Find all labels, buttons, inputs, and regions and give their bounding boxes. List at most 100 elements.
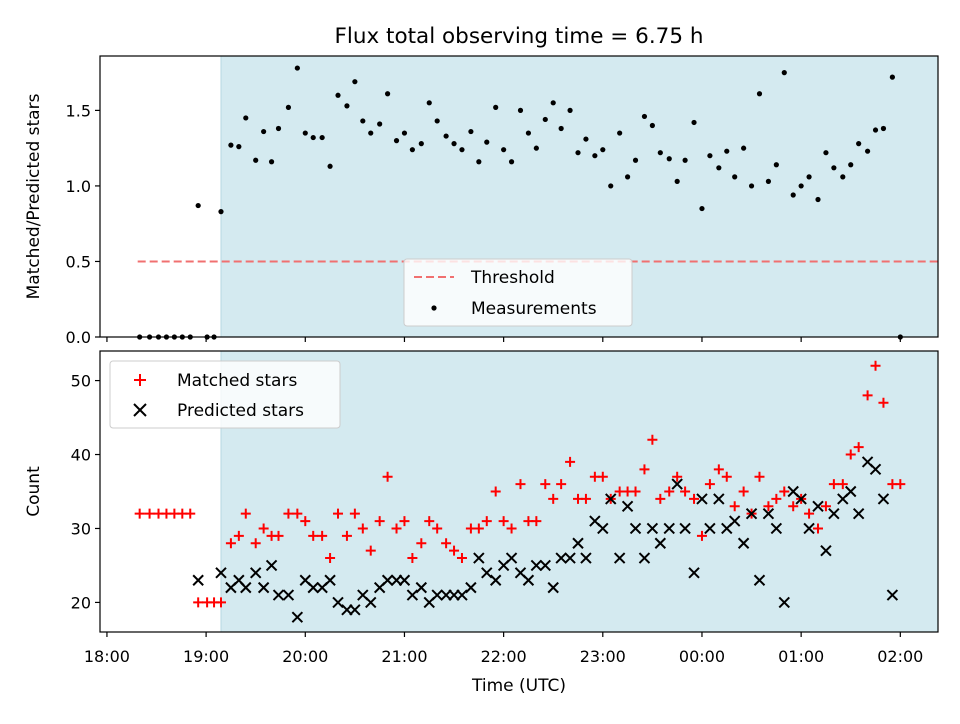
x-tick-label: 01:00 [778, 647, 824, 666]
matched-star-point [664, 486, 675, 497]
matched-star-point [144, 508, 155, 519]
matched-star-point [258, 523, 269, 534]
x-tick-label: 22:00 [481, 647, 527, 666]
matched-star-point [374, 516, 385, 527]
matched-star-point [498, 516, 509, 527]
measurement-point [732, 174, 738, 180]
predicted-star-point [398, 574, 411, 586]
predicted-star-point [613, 552, 626, 564]
predicted-star-point [240, 581, 252, 594]
measurement-point [583, 136, 589, 142]
measurement-point [691, 119, 697, 126]
predicted-star-point [192, 574, 204, 586]
x-tick-label: 21:00 [381, 647, 427, 666]
measurement-point [864, 148, 871, 154]
matched-star-point [580, 493, 591, 504]
predicted-star-point [845, 485, 857, 498]
matched-star-point [456, 553, 467, 564]
measurement-point [741, 145, 747, 151]
matched-star-point [754, 471, 765, 482]
predicted-star-point [332, 596, 344, 609]
y-tick-label: 40 [71, 446, 91, 465]
matched-star-point [647, 434, 658, 445]
matched-star-point [548, 493, 559, 504]
predicted-star-point [215, 567, 227, 579]
y-tick-label: 1.0 [66, 177, 91, 196]
measurement-point [493, 104, 499, 110]
matched-star-point [481, 516, 492, 527]
predicted-star-point [406, 589, 419, 601]
matched-star-point [763, 501, 774, 512]
y-tick-label: 0.5 [66, 252, 91, 271]
legend-matched-label: Matched stars [177, 371, 297, 391]
predicted-star-point [728, 515, 741, 527]
y-tick-label: 30 [71, 519, 91, 538]
matched-star-point [713, 464, 724, 475]
matched-star-point [853, 442, 864, 453]
predicted-star-point [307, 581, 319, 594]
matched-star-point [250, 538, 261, 549]
measurement-point [798, 183, 804, 189]
measurement-point [525, 130, 532, 136]
measurement-point [790, 192, 796, 198]
measurement-point [699, 205, 705, 212]
measurement-point [261, 128, 267, 135]
predicted-star-point [580, 552, 592, 564]
measurement-point [294, 65, 300, 71]
predicted-star-point [704, 522, 716, 535]
predicted-star-point [530, 559, 543, 572]
predicted-star-point [812, 500, 824, 512]
measurement-point [856, 141, 862, 147]
measurement-point [327, 163, 333, 169]
measurement-point [567, 107, 573, 113]
matched-star-point [689, 493, 700, 504]
predicted-star-point [852, 507, 865, 520]
matched-star-point [680, 486, 691, 497]
matched-star-point [424, 516, 435, 527]
measurement-point [243, 115, 249, 121]
chart-title: Flux total observing time = 6.75 h [335, 24, 704, 49]
predicted-star-point [671, 478, 683, 490]
y-tick-label: 50 [71, 372, 91, 391]
matched-star-point [696, 530, 707, 541]
predicted-star-point [539, 559, 551, 572]
matched-star-point [531, 516, 542, 527]
predicted-star-point [621, 500, 634, 512]
predicted-star-point [638, 552, 651, 564]
matched-star-point [365, 545, 376, 556]
matched-star-point [721, 471, 732, 482]
legend-top: Threshold Measurements [403, 258, 633, 327]
matched-star-point [895, 479, 906, 490]
measurement-point [872, 127, 879, 133]
matched-star-point [325, 553, 336, 564]
matched-star-point [672, 471, 683, 482]
predicted-star-point [679, 522, 691, 535]
matched-star-point [878, 397, 889, 408]
measurement-point [848, 162, 854, 168]
measurement-point [434, 118, 440, 124]
measurement-point [716, 165, 722, 171]
measurement-point [384, 91, 391, 97]
measurement-point [806, 174, 812, 180]
matched-star-point [845, 449, 856, 460]
measurement-point [501, 147, 507, 153]
matched-star-point [240, 508, 251, 519]
measurement-point [310, 134, 316, 141]
matched-star-point [449, 545, 460, 556]
x-tick-label: 02:00 [877, 647, 923, 666]
predicted-star-point [324, 574, 336, 586]
y-tick-label: 0.0 [66, 328, 91, 347]
measurement-point [459, 147, 465, 153]
measurement-point [393, 138, 400, 144]
predicted-star-point [597, 522, 609, 535]
measurement-point [285, 104, 292, 110]
measurement-point [253, 157, 259, 163]
measurement-point [649, 122, 655, 129]
predicted-star-point [349, 604, 361, 616]
x-tick-label: 18:00 [84, 647, 130, 666]
predicted-star-point [795, 493, 807, 505]
predicted-star-point [555, 552, 567, 564]
measurement-point [484, 139, 490, 145]
predicted-star-point [663, 522, 675, 535]
